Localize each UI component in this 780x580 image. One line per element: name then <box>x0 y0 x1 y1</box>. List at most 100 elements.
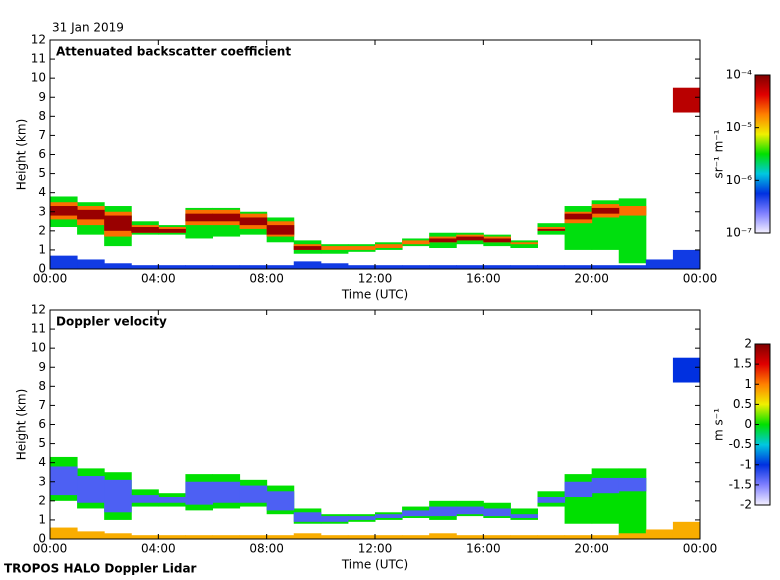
y-tick-label: 4 <box>38 455 46 469</box>
colorbar-tick-label: 1.5 <box>733 357 752 371</box>
colorbar-tick-label: 10⁻⁵ <box>726 120 753 134</box>
data-cell <box>293 533 322 539</box>
colorbar-tick-label: -2 <box>740 498 752 512</box>
data-cell <box>293 512 322 522</box>
x-tick-label: 16:00 <box>466 272 501 286</box>
data-cell <box>429 506 457 517</box>
y-tick-label: 3 <box>38 474 46 488</box>
y-tick-label: 4 <box>38 185 46 199</box>
data-cell <box>77 209 105 220</box>
x-tick-label: 20:00 <box>574 272 609 286</box>
data-cell <box>266 265 295 269</box>
data-cell <box>564 481 593 498</box>
y-tick-label: 6 <box>38 147 46 161</box>
data-cell <box>402 510 430 517</box>
x-tick-label: 16:00 <box>466 542 501 556</box>
data-cell <box>239 535 268 539</box>
panel-title: Doppler velocity <box>56 315 167 329</box>
y-tick-label: 10 <box>31 71 46 85</box>
data-cell <box>347 246 376 250</box>
y-tick-label: 3 <box>38 204 46 218</box>
colorbar-tick-label: 0 <box>744 417 752 431</box>
x-tick-label: 00:00 <box>33 272 68 286</box>
data-cell <box>483 265 511 269</box>
data-cell <box>375 265 403 269</box>
data-cell <box>510 514 538 519</box>
y-tick-label: 6 <box>38 417 46 431</box>
data-cell <box>212 481 241 503</box>
data-cell <box>77 476 105 503</box>
data-cell <box>293 246 322 250</box>
x-tick-label: 00:00 <box>33 542 68 556</box>
data-cell <box>158 497 186 503</box>
data-cell <box>293 261 322 269</box>
data-cell <box>158 265 186 269</box>
data-cell <box>131 227 159 233</box>
data-cell <box>483 238 511 243</box>
colorbar-tick-label: 10⁻⁷ <box>726 226 753 240</box>
y-tick-label: 12 <box>31 33 46 47</box>
y-tick-label: 12 <box>31 303 46 317</box>
data-cell <box>510 242 538 245</box>
data-cell <box>591 207 620 214</box>
data-cell <box>158 228 186 233</box>
y-tick-label: 7 <box>38 398 46 412</box>
data-cell <box>618 206 647 216</box>
data-cell <box>591 535 620 539</box>
data-cell <box>50 527 78 539</box>
x-axis-label: Time (UTC) <box>341 288 408 302</box>
data-cell <box>591 468 620 524</box>
data-cell <box>320 246 349 250</box>
colorbar-tick-label: 2 <box>744 337 752 351</box>
x-tick-label: 12:00 <box>358 542 393 556</box>
data-cell <box>645 259 674 269</box>
data-cell <box>266 491 295 511</box>
date: 31 Jan 2019 <box>52 21 124 35</box>
y-tick-label: 8 <box>38 109 46 123</box>
data-cell <box>347 516 376 520</box>
data-cell <box>131 265 159 269</box>
data-cell <box>537 265 566 269</box>
data-cell <box>456 506 484 515</box>
data-cell <box>50 255 78 269</box>
data-cell <box>266 535 295 539</box>
x-tick-label: 04:00 <box>141 272 176 286</box>
x-tick-label: 20:00 <box>574 542 609 556</box>
data-cell <box>510 265 538 269</box>
data-cell <box>320 516 349 522</box>
panel-title: Attenuated backscatter coefficient <box>56 45 291 59</box>
data-cell <box>212 535 241 539</box>
data-cell <box>185 265 213 269</box>
colorbar-tick-label: 0.5 <box>733 397 752 411</box>
data-cell <box>77 259 105 269</box>
data-cell <box>347 265 376 269</box>
y-tick-label: 0 <box>38 532 46 546</box>
data-cell <box>564 535 593 539</box>
x-axis-label: Time (UTC) <box>341 558 408 572</box>
data-cell <box>564 265 593 269</box>
data-cell <box>320 263 349 269</box>
y-tick-label: 9 <box>38 360 46 374</box>
data-cell <box>50 466 78 496</box>
data-cell <box>104 215 132 231</box>
data-cell <box>185 535 213 539</box>
data-cell <box>456 535 484 539</box>
data-cell <box>672 87 701 113</box>
data-cell <box>618 533 647 539</box>
data-cell <box>239 485 268 503</box>
y-tick-label: 7 <box>38 128 46 142</box>
footer: TROPOS HALO Doppler Lidar <box>4 562 197 576</box>
x-tick-label: 08:00 <box>249 542 284 556</box>
colorbar <box>754 74 771 234</box>
data-cell <box>158 535 186 539</box>
data-cell <box>185 213 213 222</box>
data-cell <box>402 265 430 269</box>
data-cell <box>429 533 457 539</box>
data-cell <box>483 535 511 539</box>
data-cell <box>266 225 295 235</box>
data-cell <box>104 533 132 539</box>
data-cell <box>212 213 241 222</box>
data-cell <box>429 265 457 269</box>
data-cell <box>320 535 349 539</box>
